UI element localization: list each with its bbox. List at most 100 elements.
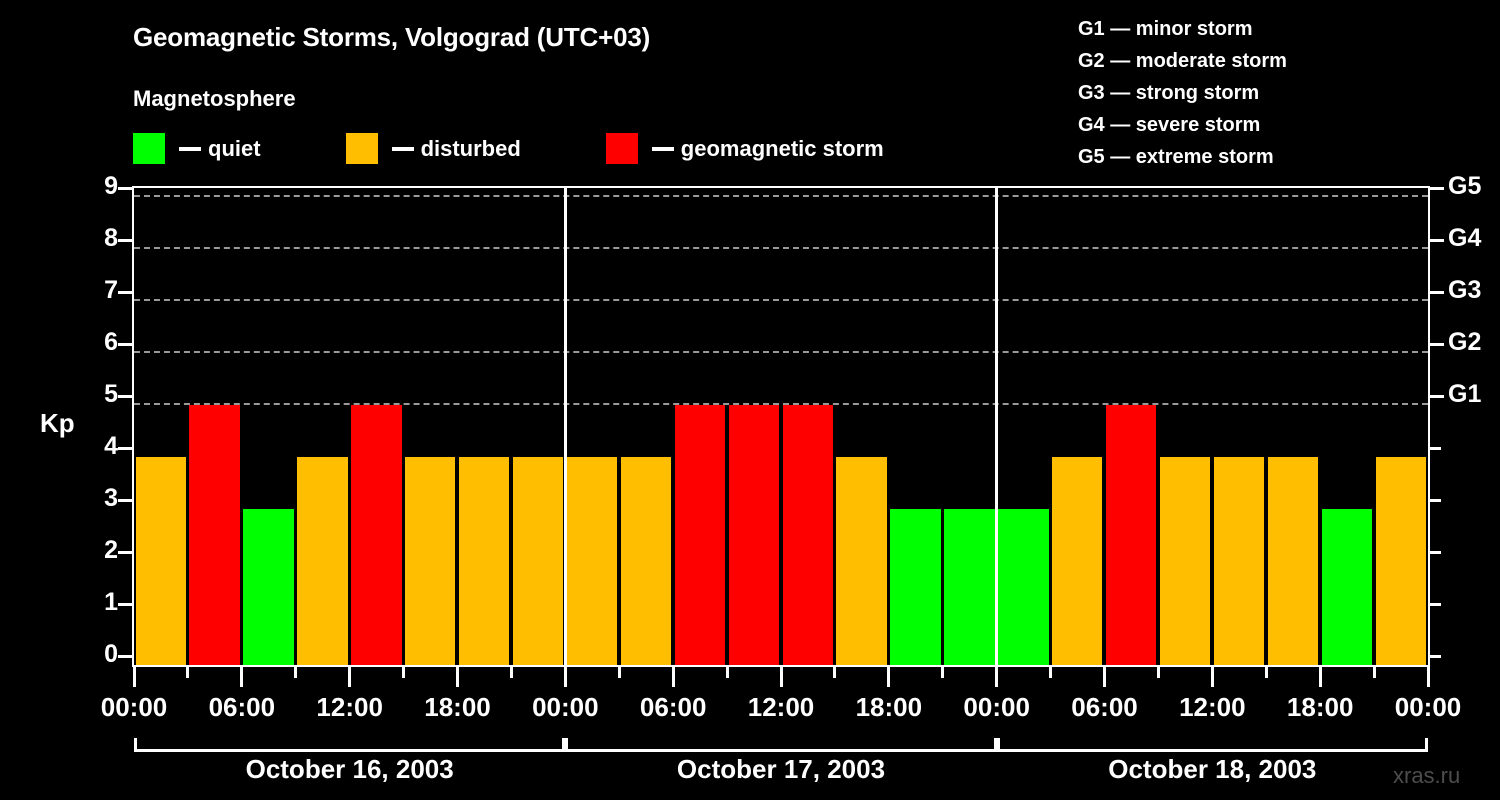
y-tick-label-3: 3	[104, 484, 118, 512]
x-tick-major	[1426, 667, 1430, 687]
x-tick-major	[348, 667, 352, 687]
bar	[189, 405, 240, 665]
x-tick-major	[887, 667, 891, 687]
bar	[1267, 457, 1319, 665]
x-tick-minor	[833, 667, 837, 678]
y-axis-title: Kp	[40, 408, 75, 438]
x-tick-major	[240, 667, 244, 687]
x-tick-minor	[509, 667, 513, 678]
gridline-kp-8	[134, 247, 1428, 249]
legend-dash-icon	[179, 146, 201, 151]
gridline-kp-7	[134, 299, 1428, 301]
date-bracket-2	[565, 738, 997, 752]
bar	[459, 457, 510, 665]
y-tick-label-9: 9	[104, 172, 118, 200]
x-tick-label: 06:00	[639, 692, 707, 722]
g-tick-label-G1: G1	[1448, 380, 1482, 408]
x-tick-minor	[1372, 667, 1376, 678]
gridline-kp-6	[134, 351, 1428, 353]
bar	[1159, 457, 1211, 665]
legend-dash-icon	[651, 146, 674, 151]
x-tick-major	[132, 667, 136, 687]
bar	[1213, 457, 1265, 665]
bar	[728, 405, 779, 665]
y-tick-label-8: 8	[104, 224, 118, 252]
bar	[1321, 509, 1373, 665]
right-minor-tick-3	[1430, 498, 1441, 502]
date-label-1: October 16, 2003	[245, 754, 454, 784]
y-tick-mark-8	[118, 238, 132, 242]
g-tick-label-G5: G5	[1448, 172, 1482, 200]
x-tick-major	[779, 667, 783, 687]
right-minor-tick-4	[1430, 446, 1441, 450]
y-tick-label-5: 5	[104, 380, 118, 408]
g-scale-item-1: G1 — minor storm	[1078, 18, 1253, 40]
gridline-kp-9	[134, 195, 1428, 197]
date-label-2: October 17, 2003	[676, 754, 886, 784]
bar	[512, 457, 564, 665]
bar	[674, 405, 726, 665]
bar	[1052, 457, 1103, 665]
g-tick-label-G2: G2	[1448, 328, 1482, 356]
x-tick-label: 18:00	[424, 692, 491, 722]
color-legend: quiet disturbed geomagnetic storm	[133, 133, 884, 164]
y-tick-mark-0	[118, 654, 132, 658]
y-tick-mark-9	[118, 186, 132, 190]
x-tick-label: 00:00	[1394, 692, 1462, 722]
x-tick-major	[995, 667, 999, 687]
bar	[351, 405, 402, 665]
legend-entry-quiet: quiet	[133, 133, 261, 164]
g-tick-mark-G1	[1430, 394, 1444, 398]
legend-label: disturbed	[420, 135, 521, 161]
g-tick-label-G4: G4	[1448, 224, 1482, 252]
x-tick-minor	[402, 667, 406, 678]
x-tick-minor	[617, 667, 621, 678]
bar	[135, 457, 186, 665]
x-tick-major	[563, 667, 567, 687]
x-tick-minor	[1264, 667, 1268, 678]
y-tick-label-0: 0	[104, 640, 118, 668]
day-separator-1	[563, 186, 567, 667]
g-tick-mark-G4	[1430, 238, 1444, 242]
x-tick-minor	[186, 667, 190, 678]
x-tick-label: 12:00	[747, 692, 815, 722]
y-tick-mark-7	[118, 290, 132, 294]
y-tick-label-6: 6	[104, 328, 118, 356]
green-square-icon	[133, 133, 165, 164]
bar	[620, 457, 672, 665]
x-tick-label: 12:00	[316, 692, 383, 722]
right-minor-tick-0	[1430, 654, 1441, 658]
day-separator-2	[995, 186, 999, 667]
bar	[836, 457, 887, 665]
x-tick-label: 00:00	[963, 692, 1030, 722]
x-tick-major	[1103, 667, 1106, 687]
y-tick-label-2: 2	[104, 536, 118, 564]
right-minor-tick-1	[1430, 602, 1441, 606]
date-bracket-1	[134, 738, 566, 752]
g-tick-mark-G5	[1430, 186, 1444, 190]
x-tick-minor	[1156, 667, 1160, 678]
x-tick-minor	[294, 667, 298, 678]
legend-entry-geomagnetic-storm: geomagnetic storm	[605, 133, 884, 164]
bar	[890, 509, 941, 665]
x-tick-label: 18:00	[1286, 692, 1354, 722]
x-tick-major	[671, 667, 675, 687]
y-tick-mark-5	[118, 394, 132, 398]
bar	[1106, 405, 1157, 665]
g-scale-item-4: G4 — severe storm	[1078, 114, 1261, 136]
g-tick-label-G3: G3	[1448, 276, 1482, 304]
x-tick-minor	[1049, 667, 1053, 678]
x-tick-label: 00:00	[100, 692, 168, 722]
x-tick-label: 18:00	[855, 692, 923, 722]
plot-area	[132, 186, 1430, 667]
x-tick-major	[1210, 667, 1214, 687]
x-tick-major	[456, 667, 459, 687]
orange-square-icon	[345, 133, 378, 164]
date-bracket-3	[996, 738, 1428, 752]
bar	[566, 457, 618, 665]
bar	[998, 509, 1049, 665]
x-tick-label: 06:00	[208, 692, 276, 722]
bar	[405, 457, 456, 665]
magnetosphere-subtitle: Magnetosphere	[133, 86, 296, 111]
bar	[297, 457, 348, 665]
